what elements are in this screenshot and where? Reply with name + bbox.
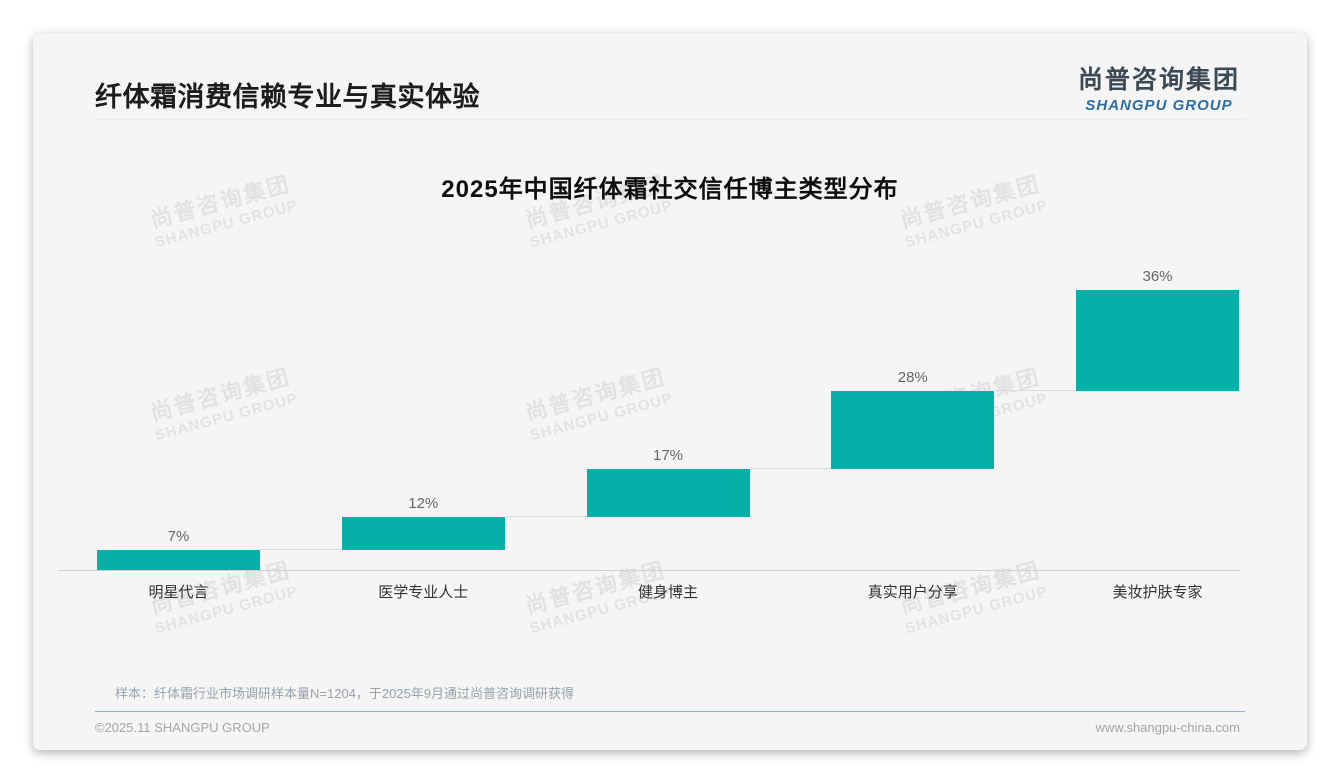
header-divider — [95, 119, 1245, 120]
bar-1 — [341, 516, 505, 551]
x-axis-label-3: 真实用户分享 — [867, 584, 958, 601]
step-connector-1 — [504, 515, 587, 517]
x-axis-line — [58, 570, 1240, 571]
page-title: 纤体霜消费信赖专业与真实体验 — [95, 82, 480, 112]
bar-value-label-2: 17% — [652, 447, 684, 465]
waterfall-chart: 7% 12% 17% 28% 36% — [97, 263, 1239, 570]
bar-2 — [586, 469, 750, 517]
slide-card: 尚普咨询集团 SHANGPU GROUP 尚普咨询集团 SHANGPU GROUP 尚普… — [33, 33, 1307, 750]
copyright-text: ©2025.11 SHANGPU GROUP — [95, 720, 270, 735]
website-text: www.shangpu-china.com — [1095, 720, 1240, 735]
x-axis-label-2: 健身博主 — [637, 584, 698, 601]
x-axis-label-1: 医学专业人士 — [378, 584, 469, 601]
bar-value-label-1: 12% — [408, 494, 439, 512]
chart-title: 2025年中国纤体霜社交信任博主类型分布 — [441, 176, 899, 203]
sample-note: 样本：纤体霜行业市场调研样本量N=1204，于2025年9月通过尚普咨询调研获得 — [115, 686, 575, 701]
step-connector-3 — [994, 389, 1076, 391]
bar-3 — [831, 390, 995, 470]
bar-value-label-3: 28% — [897, 368, 928, 386]
x-axis-label-4: 美妆护肤专家 — [1112, 584, 1203, 601]
bar-value-label-4: 36% — [1142, 268, 1173, 285]
company-logo: 尚普咨询集团 SHANGPU GROUP — [1078, 60, 1240, 114]
step-connector-0 — [260, 549, 342, 551]
bar-value-label-0: 7% — [167, 528, 190, 546]
logo-chinese-text: 尚普咨询集团 — [1077, 66, 1240, 94]
footer-divider — [95, 711, 1245, 712]
bar-4 — [1076, 290, 1239, 391]
logo-english-text: SHANGPU GROUP — [1085, 97, 1233, 114]
x-axis-label-0: 明星代言 — [148, 584, 209, 601]
bar-0 — [97, 550, 260, 570]
step-connector-2 — [749, 468, 832, 470]
x-axis-labels: 明星代言 医学专业人士 健身博主 真实用户分享 美妆护肤专家 — [97, 581, 1239, 601]
